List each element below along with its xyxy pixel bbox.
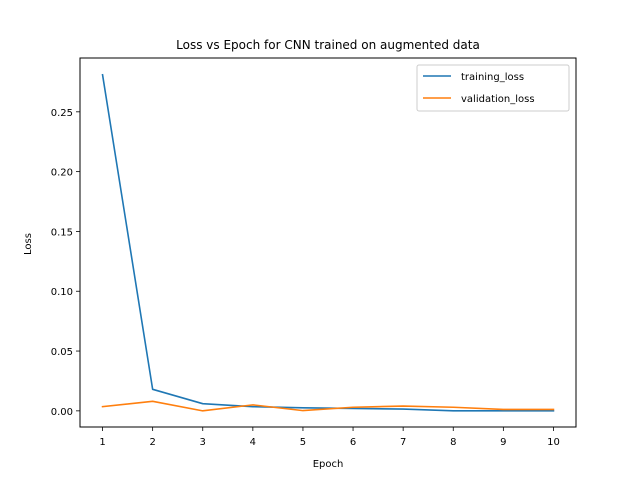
x-tick-label: 3 xyxy=(200,437,206,448)
y-tick-label: 0.00 xyxy=(51,407,73,418)
x-tick-label: 1 xyxy=(99,437,105,448)
x-tick-label: 2 xyxy=(149,437,155,448)
plot-area xyxy=(79,57,577,428)
series-lines xyxy=(101,73,555,412)
y-tick-label: 0.05 xyxy=(51,347,73,358)
x-tick-label: 9 xyxy=(500,437,506,448)
y-tick-label: 0.25 xyxy=(51,108,73,119)
x-axis: 1 2 3 4 5 6 7 8 9 10 xyxy=(99,427,560,448)
series-line-validation-loss xyxy=(101,400,555,412)
y-axis-label: Loss xyxy=(23,233,34,255)
x-tick-label: 10 xyxy=(547,437,560,448)
legend-label-training-loss: training_loss xyxy=(461,72,524,83)
y-tick-label: 0.15 xyxy=(51,227,73,238)
chart-title: Loss vs Epoch for CNN trained on augment… xyxy=(176,38,480,52)
x-tick-label: 7 xyxy=(400,437,406,448)
axes-frame xyxy=(79,57,577,428)
legend: training_loss validation_loss xyxy=(416,64,570,112)
y-tick-label: 0.10 xyxy=(51,287,73,298)
x-tick-label: 4 xyxy=(250,437,256,448)
y-axis: 0.00 0.05 0.10 0.15 0.20 0.25 xyxy=(51,108,80,418)
legend-box xyxy=(416,64,570,112)
x-tick-label: 8 xyxy=(450,437,456,448)
series-line-training-loss xyxy=(101,73,555,412)
legend-label-validation-loss: validation_loss xyxy=(461,94,535,105)
x-tick-label: 6 xyxy=(350,437,356,448)
x-axis-label: Epoch xyxy=(313,459,344,470)
x-tick-label: 5 xyxy=(300,437,306,448)
y-tick-label: 0.20 xyxy=(51,168,73,179)
